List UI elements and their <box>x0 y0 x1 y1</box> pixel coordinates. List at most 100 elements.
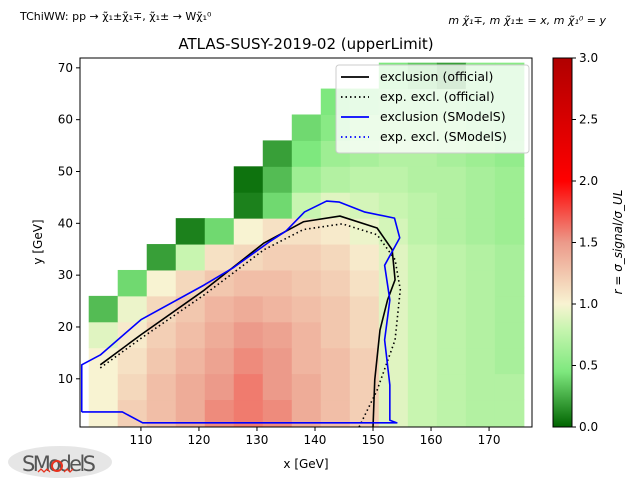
heatmap-cell <box>117 269 148 297</box>
heatmap-cell <box>349 218 380 245</box>
y-axis: 10 20 30 40 50 60 70 <box>58 61 80 386</box>
heatmap-cell <box>465 244 496 271</box>
heatmap-cell <box>494 295 525 323</box>
heatmap-cell <box>465 166 496 193</box>
heatmap-cell <box>436 373 467 401</box>
heatmap-cell <box>465 321 496 349</box>
heatmap-cell <box>146 373 177 401</box>
heatmap-cell <box>436 399 467 427</box>
heatmap-cell <box>204 269 235 297</box>
colorbar-tick-label: 1.5 <box>579 236 598 250</box>
smodels-logo: SModelS <box>8 446 112 478</box>
heatmap-cell <box>436 166 467 193</box>
colorbar-tick-label: 2.5 <box>579 113 598 127</box>
heatmap-cell <box>465 295 496 323</box>
chart-title: ATLAS-SUSY-2019-02 (upperLimit) <box>178 35 433 53</box>
heatmap-cell <box>407 166 438 193</box>
heatmap-cell <box>407 269 438 297</box>
heatmap-cell <box>88 373 119 401</box>
heatmap-cell <box>88 295 119 323</box>
heatmap-cell <box>378 218 409 245</box>
heatmap-cell <box>291 114 322 141</box>
y-axis-label: y [GeV] <box>31 219 45 264</box>
heatmap-cell <box>494 192 525 219</box>
heatmap-cell <box>204 347 235 375</box>
heatmap-cell <box>291 244 322 271</box>
heatmap-cell <box>407 399 438 427</box>
legend-label: exclusion (SModelS) <box>380 109 506 124</box>
x-tick-label: 140 <box>304 433 327 447</box>
colorbar-ticks: 0.0 0.5 1.0 1.5 2.0 2.5 3.0 <box>572 51 598 434</box>
heatmap-cell <box>436 269 467 297</box>
heatmap-cell <box>436 192 467 219</box>
heatmap-cell <box>291 218 322 245</box>
heatmap-cell <box>262 373 293 401</box>
heatmap-cell <box>204 373 235 401</box>
colorbar-tick-label: 0.5 <box>579 359 598 373</box>
heatmap-cell <box>233 166 264 193</box>
heatmap-cell <box>436 244 467 271</box>
heatmap-cell <box>494 321 525 349</box>
heatmap-cell <box>320 321 351 349</box>
heatmap-cell <box>233 373 264 401</box>
x-tick-label: 120 <box>187 433 210 447</box>
heatmap-cell <box>407 244 438 271</box>
heatmap-cell <box>117 373 148 401</box>
y-tick-label: 30 <box>58 268 73 282</box>
heatmap-cell <box>320 373 351 401</box>
colorbar-tick-label: 1.0 <box>579 297 598 311</box>
heatmap-cell <box>378 166 409 193</box>
heatmap-cell <box>204 244 235 271</box>
heatmap-cell <box>262 192 293 219</box>
heatmap-cell <box>117 295 148 323</box>
colorbar <box>552 57 573 428</box>
heatmap-cell <box>378 373 409 401</box>
contour-exclusion-official- <box>99 215 396 427</box>
heatmap-cell <box>320 244 351 271</box>
heatmap-cell <box>204 295 235 323</box>
heatmap-cell <box>494 269 525 297</box>
heatmap-cell <box>291 269 322 297</box>
heatmap-cell <box>320 218 351 245</box>
heatmap-cell <box>436 321 467 349</box>
colorbar-tick-label: 2.0 <box>579 174 598 188</box>
heatmap-cell <box>349 166 380 193</box>
heatmap-cell <box>233 192 264 219</box>
heatmap-cell <box>407 347 438 375</box>
heatmap-cell <box>204 321 235 349</box>
heatmap-cell <box>407 218 438 245</box>
heatmap-cell <box>146 244 177 271</box>
heatmap-cell <box>465 218 496 245</box>
heatmap-cell <box>349 269 380 297</box>
heatmap-cell <box>378 192 409 219</box>
plot-frame <box>79 57 533 428</box>
heatmap-cell <box>494 347 525 375</box>
heatmap-cell <box>146 321 177 349</box>
heatmap-cell <box>233 269 264 297</box>
legend-box <box>335 64 530 154</box>
heatmap-cell <box>262 295 293 323</box>
heatmap-cell <box>349 321 380 349</box>
legend-label: exp. excl. (SModelS) <box>380 129 507 144</box>
heatmap-cell <box>320 269 351 297</box>
y-tick-label: 50 <box>58 164 73 178</box>
heatmap-cell <box>291 166 322 193</box>
heatmap-cell <box>407 321 438 349</box>
x-axis: 110 120 130 140 150 160 170 <box>129 427 501 447</box>
heatmap-cell <box>465 399 496 427</box>
heatmap-cell <box>262 140 293 167</box>
heatmap-cell <box>233 218 264 245</box>
y-tick-label: 10 <box>58 372 73 386</box>
heatmap-cell <box>262 347 293 375</box>
heatmap-cell <box>494 218 525 245</box>
heatmap-cell <box>407 295 438 323</box>
heatmap-cell <box>291 347 322 375</box>
heatmap-cell <box>262 244 293 271</box>
heatmap-cell <box>436 295 467 323</box>
heatmap-cell <box>320 347 351 375</box>
heatmap-cell <box>407 373 438 401</box>
heatmap-cell <box>291 140 322 167</box>
heatmap-cell <box>175 218 206 245</box>
logo-text: SModelS <box>22 452 96 476</box>
